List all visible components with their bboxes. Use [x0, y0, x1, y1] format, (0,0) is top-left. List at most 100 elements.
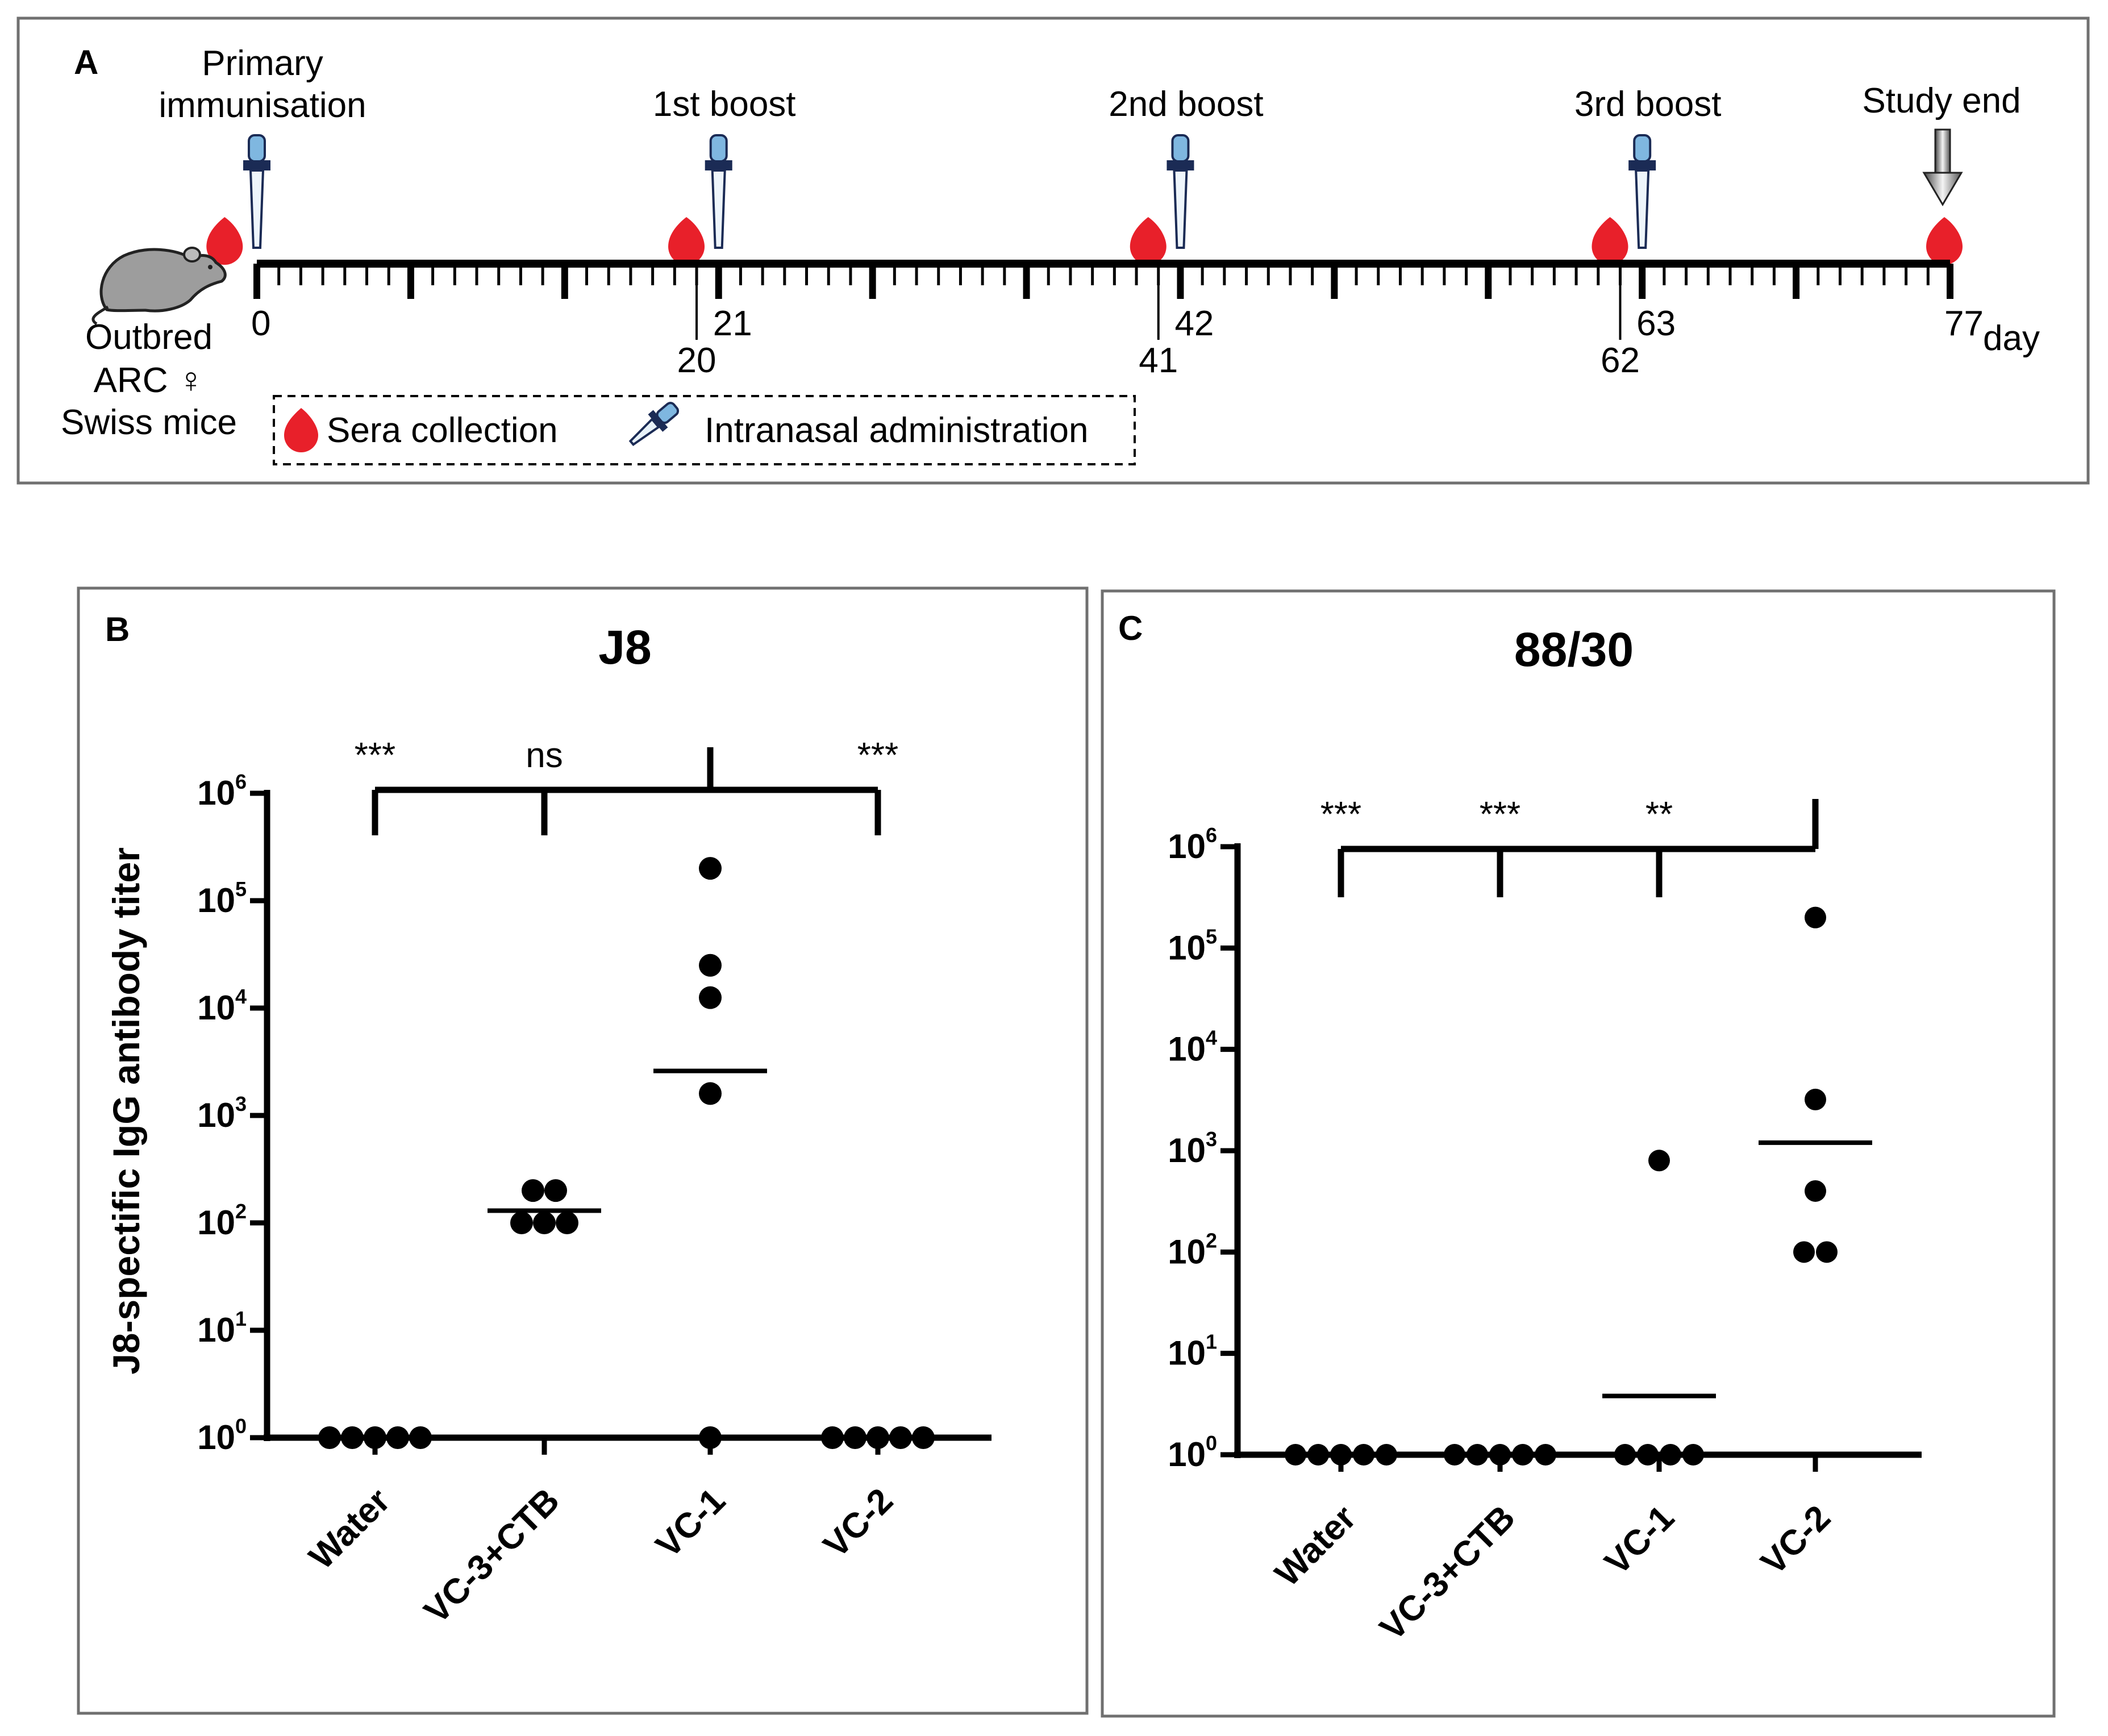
dropper-icon [1628, 134, 1656, 249]
blood-drop-icon [1130, 217, 1167, 265]
data-point [889, 1426, 912, 1449]
y-tick-label: 101 [1168, 1330, 1217, 1372]
timeline-event-label: Study end [1862, 81, 2020, 120]
timeline-tick-label: 0 [251, 304, 270, 343]
data-point [1285, 1444, 1306, 1466]
panel-c-title: 88/30 [1514, 623, 1634, 676]
timeline-tick-label: 62 [1601, 341, 1640, 380]
legend-blood-drop-icon [284, 408, 318, 452]
mouse-label-line-2: ARC ♀ [94, 361, 205, 400]
data-point [866, 1426, 889, 1449]
panel-b-frame [77, 586, 1089, 1715]
blood-drop-icon [668, 217, 705, 265]
timeline-tick-label: 41 [1139, 341, 1178, 380]
study-end-arrow-icon [1922, 128, 1963, 206]
panel-b-title: J8 [598, 621, 651, 674]
y-tick-label: 102 [197, 1200, 247, 1242]
data-point [699, 954, 722, 977]
panel-a-frame [16, 16, 2090, 485]
y-tick-label: 103 [1168, 1127, 1217, 1169]
timeline-event-label: 3rd boost [1574, 85, 1722, 124]
x-tick-label: VC-2 [816, 1481, 901, 1566]
data-point [544, 1179, 567, 1202]
timeline-tick-label: 21 [713, 304, 752, 343]
mouse-label-line-1: Outbred [85, 318, 213, 357]
y-tick-label: 105 [1168, 925, 1217, 967]
timeline-unit-label: day [1983, 319, 2040, 358]
data-point [1793, 1241, 1815, 1263]
y-tick-label: 106 [1168, 823, 1217, 865]
panel-b-letter: B [105, 610, 130, 648]
significance-label: *** [355, 736, 395, 775]
legend-box [273, 395, 1136, 465]
data-point [510, 1212, 533, 1234]
blood-drop-icon [206, 217, 243, 265]
data-point [1330, 1444, 1352, 1466]
y-tick-label: 102 [1168, 1229, 1217, 1271]
x-tick-label: Water [302, 1481, 398, 1577]
data-point [1307, 1444, 1329, 1466]
x-tick-label: VC-3+CTB [1373, 1498, 1523, 1648]
significance-label: *** [857, 736, 898, 775]
data-point [699, 1426, 722, 1449]
legend-sera-label: Sera collection [327, 411, 558, 450]
data-point [1816, 1241, 1838, 1263]
y-tick-label: 104 [197, 985, 247, 1027]
panel-c-frame [1101, 589, 2056, 1718]
significance-label: ** [1645, 795, 1673, 834]
timeline-event-label: 2nd boost [1109, 85, 1263, 124]
data-point [556, 1212, 578, 1234]
data-point [699, 857, 722, 880]
data-point [1637, 1444, 1659, 1466]
data-point [844, 1426, 866, 1449]
y-tick-label: 105 [197, 877, 247, 919]
timeline-icons [206, 134, 1963, 265]
timeline-tick-label: 20 [677, 341, 716, 380]
panel-c-letter: C [1118, 609, 1143, 647]
x-tick-label: VC-1 [648, 1481, 733, 1566]
data-point [1353, 1444, 1374, 1466]
data-point [386, 1426, 409, 1449]
data-point [409, 1426, 432, 1449]
timeline-tick-label: 42 [1174, 304, 1214, 343]
data-point [318, 1426, 341, 1449]
data-point [1614, 1444, 1636, 1466]
y-tick-label: 106 [197, 770, 247, 812]
legend: Sera collection Intranasal administratio… [273, 395, 1136, 465]
data-point [1682, 1444, 1704, 1466]
data-point [1660, 1444, 1681, 1466]
data-point [1648, 1150, 1670, 1172]
data-point [1805, 1180, 1826, 1202]
panel-b-chart: 100 101 102 103 104 105 106 Water VC-3+CTB VC-1 VC… [197, 736, 991, 1631]
legend-admin-label: Intranasal administration [705, 411, 1088, 450]
data-point [1444, 1444, 1465, 1466]
data-point [341, 1426, 364, 1449]
data-point [821, 1426, 844, 1449]
data-point [1489, 1444, 1511, 1466]
timeline-ticks [253, 264, 1953, 299]
data-point [1512, 1444, 1534, 1466]
y-tick-label: 103 [197, 1092, 247, 1134]
data-point [699, 986, 722, 1009]
timeline-tick-label: 63 [1636, 304, 1676, 343]
blood-drop-icon [1926, 217, 1963, 265]
panel-a-letter: A [74, 43, 98, 81]
dropper-icon [243, 134, 270, 249]
data-point [1805, 1088, 1826, 1110]
x-tick-label: VC-1 [1597, 1498, 1682, 1583]
panel-b: B J8 J8-spectific IgG antibody titer 100… [77, 586, 1089, 1715]
data-point [522, 1179, 544, 1202]
mouse-icon [91, 247, 227, 326]
timeline-tick-label: 77 [1944, 304, 1984, 343]
data-point [1805, 906, 1826, 929]
timeline-event-label: immunisation [159, 86, 366, 125]
x-tick-label: VC-3+CTB [417, 1481, 567, 1631]
significance-label: *** [1320, 795, 1361, 834]
dropper-icon [705, 134, 732, 249]
mouse-label-line-3: Swiss mice [61, 403, 237, 442]
significance-label: *** [1480, 795, 1520, 834]
x-tick-label: Water [1268, 1498, 1364, 1594]
